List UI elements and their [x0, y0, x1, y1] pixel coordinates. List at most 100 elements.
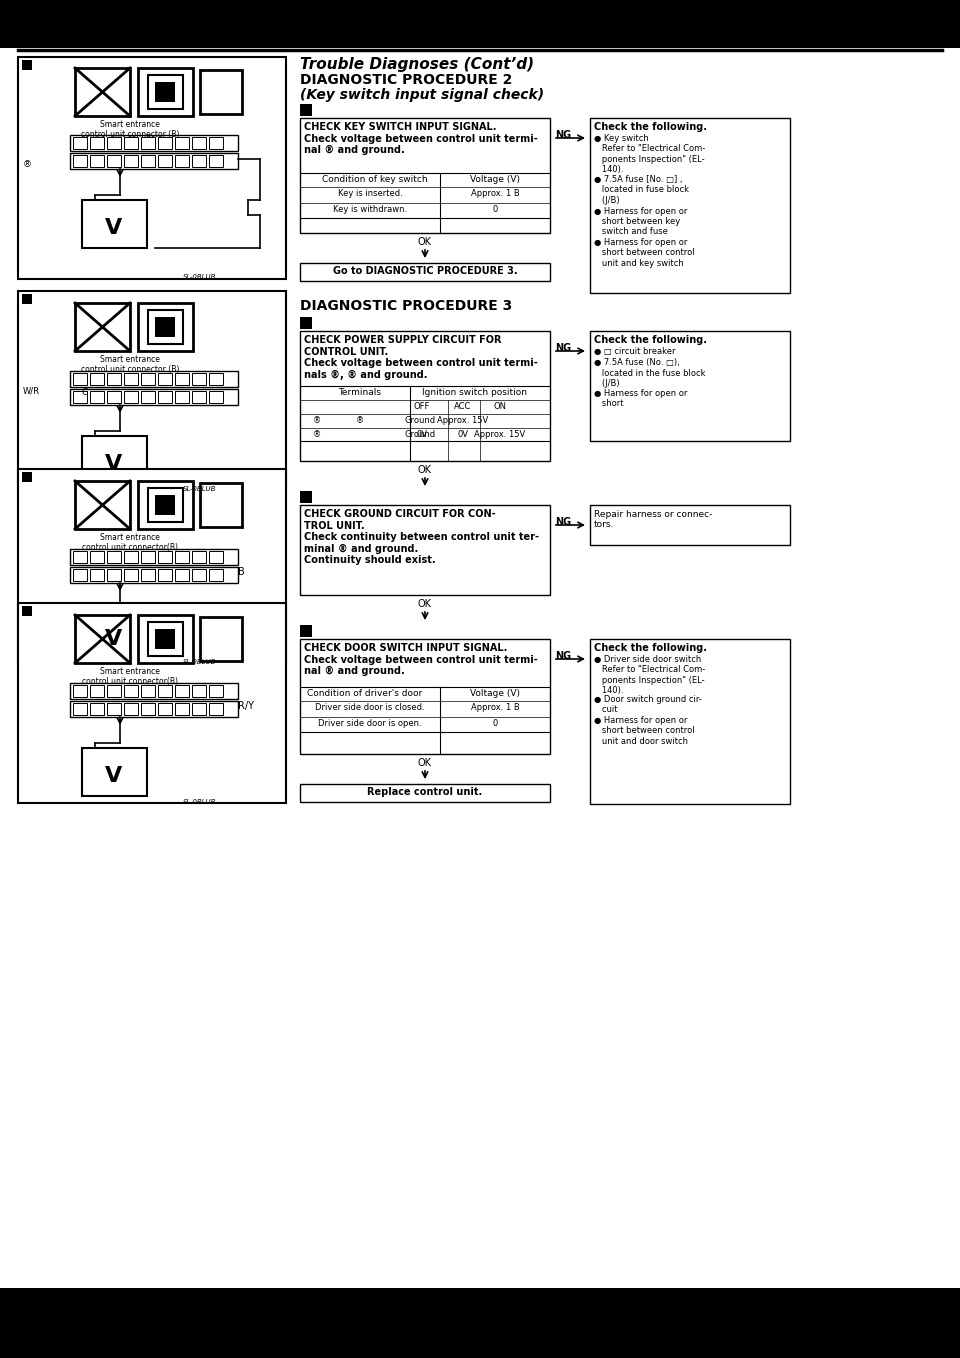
- Text: SL-0BLUB: SL-0BLUB: [183, 659, 217, 665]
- Text: Go to DIAGNOSTIC PROCEDURE 3.: Go to DIAGNOSTIC PROCEDURE 3.: [333, 266, 517, 276]
- Bar: [141, 155, 155, 167]
- Bar: [300, 316, 312, 329]
- Bar: [209, 137, 223, 149]
- Bar: [107, 155, 121, 167]
- Bar: [70, 701, 238, 717]
- Bar: [75, 615, 130, 663]
- Bar: [73, 137, 87, 149]
- Bar: [175, 551, 189, 564]
- Bar: [148, 310, 183, 344]
- Text: ®: ®: [23, 160, 32, 168]
- Bar: [155, 629, 175, 649]
- Bar: [90, 137, 104, 149]
- Bar: [107, 684, 121, 697]
- Bar: [107, 703, 121, 716]
- Bar: [124, 155, 138, 167]
- Bar: [148, 488, 183, 521]
- Text: Approx. 15V: Approx. 15V: [474, 430, 526, 439]
- Text: (Key switch input signal check): (Key switch input signal check): [300, 88, 544, 102]
- Bar: [209, 684, 223, 697]
- Bar: [300, 640, 550, 754]
- Bar: [175, 569, 189, 581]
- Bar: [75, 303, 130, 350]
- Bar: [0, 1287, 960, 1358]
- Text: CHECK GROUND CIRCUIT FOR CON-
TROL UNIT.
Check continuity between control unit t: CHECK GROUND CIRCUIT FOR CON- TROL UNIT.…: [304, 509, 539, 565]
- Text: R/Y: R/Y: [238, 701, 254, 712]
- Text: DIAGNOSTIC PROCEDURE 3: DIAGNOSTIC PROCEDURE 3: [300, 299, 513, 312]
- Bar: [124, 569, 138, 581]
- Text: ®: ®: [356, 416, 364, 425]
- Bar: [75, 68, 130, 115]
- Bar: [141, 551, 155, 564]
- Bar: [73, 373, 87, 386]
- Text: OK: OK: [418, 758, 432, 769]
- Bar: [18, 603, 286, 803]
- Text: carmanualsonline.info: carmanualsonline.info: [700, 1338, 815, 1348]
- Bar: [175, 703, 189, 716]
- Bar: [590, 118, 790, 293]
- Bar: [155, 316, 175, 337]
- Bar: [124, 703, 138, 716]
- Text: V: V: [106, 219, 123, 238]
- Circle shape: [213, 84, 229, 100]
- Bar: [82, 436, 147, 483]
- Bar: [155, 81, 175, 102]
- Bar: [158, 373, 172, 386]
- Bar: [70, 549, 238, 565]
- Bar: [22, 473, 32, 482]
- Text: EL-138: EL-138: [445, 1298, 515, 1316]
- Bar: [73, 391, 87, 403]
- Bar: [90, 373, 104, 386]
- Text: OFF: OFF: [414, 402, 430, 411]
- Text: SL-0BLUB: SL-0BLUB: [183, 274, 217, 280]
- Text: Ground: Ground: [404, 416, 436, 425]
- Bar: [209, 155, 223, 167]
- Bar: [73, 569, 87, 581]
- Text: WARNING CHIME: WARNING CHIME: [396, 10, 564, 29]
- Bar: [70, 683, 238, 699]
- Text: Key is inserted.: Key is inserted.: [338, 189, 402, 198]
- Bar: [107, 569, 121, 581]
- Bar: [141, 684, 155, 697]
- Text: ACC: ACC: [454, 402, 471, 411]
- Bar: [70, 388, 238, 405]
- Bar: [175, 391, 189, 403]
- Text: 0V: 0V: [417, 430, 427, 439]
- Bar: [175, 137, 189, 149]
- Text: NG: NG: [555, 344, 571, 353]
- Bar: [82, 748, 147, 796]
- Bar: [18, 57, 286, 278]
- Text: Condition of driver's door: Condition of driver's door: [307, 689, 422, 698]
- Bar: [590, 331, 790, 441]
- Bar: [175, 155, 189, 167]
- Text: ®: ®: [313, 416, 322, 425]
- Text: ®: ®: [313, 430, 322, 439]
- Text: Ground: Ground: [404, 430, 436, 439]
- Text: ● Key switch
   Refer to "Electrical Com-
   ponents Inspection" (EL-
   140).: ● Key switch Refer to "Electrical Com- p…: [594, 134, 706, 174]
- Text: NG: NG: [555, 130, 571, 140]
- Bar: [73, 551, 87, 564]
- Bar: [209, 391, 223, 403]
- Bar: [22, 293, 32, 304]
- Text: ● Driver side door switch
   Refer to "Electrical Com-
   ponents Inspection" (E: ● Driver side door switch Refer to "Elec…: [594, 655, 706, 695]
- Bar: [0, 0, 960, 48]
- Text: OK: OK: [418, 599, 432, 608]
- Text: ● Harness for open or
   short between control
   unit and key switch: ● Harness for open or short between cont…: [594, 238, 695, 268]
- Bar: [75, 481, 130, 530]
- Bar: [141, 137, 155, 149]
- Bar: [90, 703, 104, 716]
- Bar: [192, 684, 206, 697]
- Text: 0: 0: [492, 205, 497, 215]
- Bar: [124, 684, 138, 697]
- Bar: [300, 105, 312, 115]
- Bar: [192, 703, 206, 716]
- Bar: [300, 331, 550, 460]
- Bar: [141, 703, 155, 716]
- Bar: [73, 155, 87, 167]
- Bar: [138, 68, 193, 115]
- Text: ● Harness for open or
   short: ● Harness for open or short: [594, 388, 687, 409]
- Bar: [138, 615, 193, 663]
- Text: Terminals: Terminals: [339, 388, 381, 397]
- Text: Check the following.: Check the following.: [594, 642, 707, 653]
- Text: Replace control unit.: Replace control unit.: [368, 788, 483, 797]
